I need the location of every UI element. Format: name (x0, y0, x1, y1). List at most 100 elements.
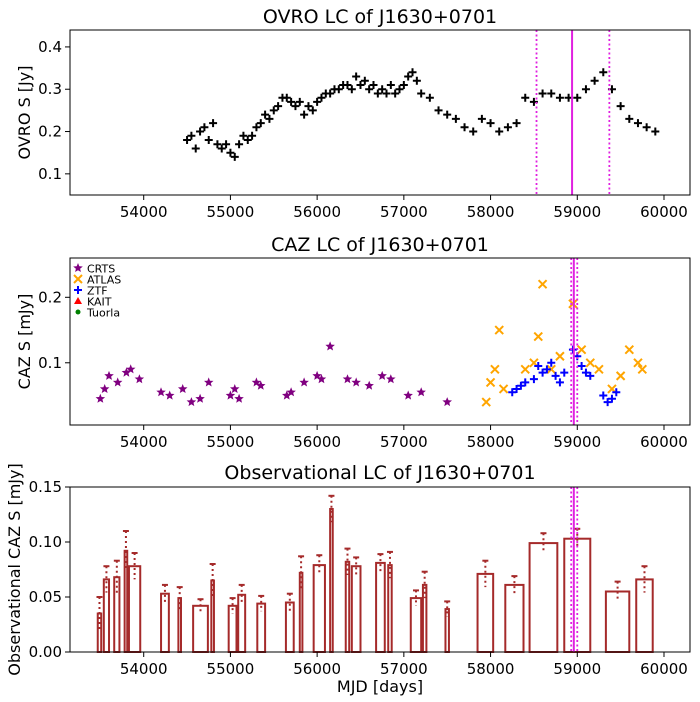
data-point-ovro (555, 93, 564, 102)
x-tick-label: 60000 (640, 433, 688, 451)
bar (312, 564, 326, 653)
data-point-ztf (551, 371, 560, 380)
data-point-ztf (516, 381, 525, 390)
legend-label: ATLAS (87, 274, 121, 287)
bar (344, 560, 351, 653)
data-point-ovro (590, 76, 599, 85)
y-tick-label: 0.3 (38, 80, 62, 98)
data-point-crts (325, 341, 335, 351)
data-point-ovro (391, 89, 400, 98)
data-point-ztf (538, 368, 547, 377)
legend-marker-ztf (74, 286, 82, 294)
y-axis-label: Observational CAZ S [mJy] (5, 463, 24, 675)
x-axis-label: MJD [days] (337, 677, 423, 696)
data-point-ovro (599, 68, 608, 77)
data-point-crts (99, 384, 110, 393)
data-point-crts (442, 397, 452, 407)
bar (256, 602, 267, 653)
x-tick-label: 54000 (120, 660, 168, 678)
data-point-ztf (534, 362, 543, 371)
data-point-ovro (412, 76, 421, 85)
data-point-crts (282, 390, 292, 400)
data-point-ovro (581, 85, 590, 94)
data-point-ovro (282, 93, 291, 102)
x-tick-label: 55000 (207, 433, 255, 451)
data-point-ovro (633, 119, 642, 128)
x-tick-label: 55000 (207, 660, 255, 678)
data-point-ovro (404, 72, 413, 81)
data-point-ovro (183, 136, 192, 144)
data-point-atlas (485, 377, 496, 388)
data-point-ovro (222, 140, 231, 149)
data-point-ovro (304, 102, 313, 111)
data-point-atlas (520, 364, 530, 375)
data-point-ztf (586, 371, 595, 380)
data-point-ztf (560, 368, 569, 377)
data-point-ovro (417, 89, 426, 98)
legend-label: KAIT (87, 296, 112, 309)
bar (227, 604, 238, 653)
data-point-ovro (425, 93, 434, 102)
data-point-atlas (481, 397, 491, 407)
x-tick-label: 57000 (380, 660, 428, 678)
data-point-ovro (443, 110, 452, 119)
data-point-ovro (642, 123, 651, 132)
data-point-ovro (343, 81, 352, 89)
x-tick-label: 59000 (553, 660, 601, 678)
data-point-ztf (603, 398, 612, 407)
data-point-ovro (395, 85, 404, 94)
data-point-ovro (204, 136, 213, 144)
data-point-crts (286, 387, 296, 397)
x-tick-label: 57000 (380, 433, 428, 451)
data-point-crts (312, 370, 322, 380)
data-point-crts (386, 374, 396, 384)
data-point-ovro (274, 102, 283, 111)
data-point-ovro (538, 89, 547, 98)
data-point-crts (351, 377, 361, 387)
data-point-crts (316, 374, 327, 384)
bar (160, 592, 170, 654)
plot-frame (69, 486, 691, 653)
bar (298, 571, 304, 653)
data-point-crts (195, 393, 205, 403)
data-point-atlas (585, 358, 595, 368)
y-tick-label: 0.4 (38, 38, 62, 56)
x-tick-label: 56000 (293, 660, 341, 678)
legend-marker-kait (74, 297, 82, 304)
legend-marker-atlas (73, 274, 83, 284)
data-point-ovro (300, 110, 309, 119)
data-point-crts (125, 364, 136, 374)
data-point-ovro (256, 119, 265, 128)
caz-panel: CAZ LC of J1630+0701 CAZ S [mJy] 54000 5500… (15, 234, 691, 451)
data-point-ovro (477, 114, 486, 123)
data-point-atlas (633, 358, 643, 368)
data-point-atlas (624, 344, 635, 355)
bar (210, 579, 215, 653)
bar (421, 583, 428, 654)
data-point-ovro (369, 81, 378, 89)
data-point-crts (95, 393, 106, 403)
data-point-ovro (226, 148, 235, 157)
y-tick-label: 0.2 (38, 288, 62, 306)
data-point-ovro (408, 68, 417, 77)
data-point-ovro (347, 85, 356, 94)
data-point-crts (186, 397, 197, 407)
x-tick-label: 59000 (553, 433, 601, 451)
bar (329, 508, 334, 653)
data-point-crts (299, 377, 309, 387)
data-point-ovro (196, 127, 205, 136)
data-point-crts (121, 367, 132, 377)
bar (635, 578, 654, 654)
data-point-ovro (252, 123, 261, 132)
bar (476, 572, 495, 654)
data-point-ovro (235, 140, 244, 149)
data-point-crts (251, 377, 262, 387)
x-tick-label: 54000 (120, 433, 168, 451)
y-tick-label: 0.1 (38, 354, 62, 372)
data-point-crts (156, 387, 166, 397)
data-point-ovro (269, 106, 278, 115)
data-point-crts (112, 377, 123, 387)
data-point-ovro (187, 131, 196, 140)
y-tick-label: 0.2 (38, 123, 62, 141)
